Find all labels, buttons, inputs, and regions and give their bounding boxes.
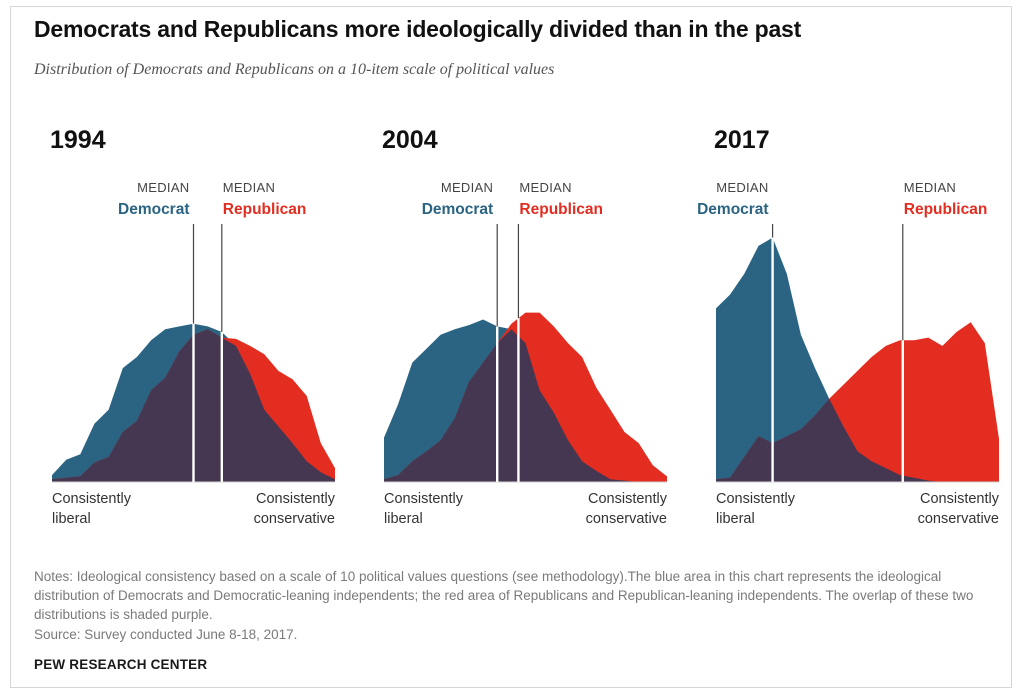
- axis-label-liberal-line1: Consistently: [384, 491, 464, 507]
- republican-label: Republican: [223, 201, 307, 218]
- axis-label-conservative-line1: Consistently: [920, 491, 1000, 507]
- axis-label-conservative-line2: conservative: [254, 511, 335, 527]
- axis-label-liberal-line1: Consistently: [716, 491, 796, 507]
- chart-panel-1994: 1994 MEDIAN Democrat MEDIAN Republican Consis…: [50, 126, 336, 527]
- overlap-area: [384, 329, 667, 482]
- median-label-republican: MEDIAN: [223, 180, 275, 195]
- chart-source: Source: Survey conducted June 8-18, 2017…: [34, 627, 298, 642]
- axis-label-liberal-line1: Consistently: [52, 491, 132, 507]
- axis-label-conservative-line1: Consistently: [588, 491, 668, 507]
- chart-panel-2017: 2017 MEDIAN Democrat MEDIAN Republican Consis…: [697, 126, 1000, 527]
- axis-label-liberal-line2: liberal: [52, 511, 91, 527]
- chart-panel-2004: 2004 MEDIAN Democrat MEDIAN Republican Consis…: [382, 126, 668, 527]
- chart-subtitle: Distribution of Democrats and Republican…: [34, 61, 555, 78]
- axis-label-liberal-line2: liberal: [384, 511, 423, 527]
- median-label-democrat: MEDIAN: [137, 180, 189, 195]
- axis-label-conservative-line2: conservative: [918, 511, 999, 527]
- median-label-republican: MEDIAN: [904, 180, 956, 195]
- axis-label-liberal-line2: liberal: [716, 511, 755, 527]
- overlap-area: [716, 398, 999, 482]
- panel-year-title: 1994: [50, 126, 106, 154]
- median-label-republican: MEDIAN: [519, 180, 571, 195]
- republican-label: Republican: [904, 201, 988, 218]
- democrat-label: Democrat: [118, 201, 190, 218]
- median-label-democrat: MEDIAN: [441, 180, 493, 195]
- republican-label: Republican: [519, 201, 603, 218]
- panel-year-title: 2004: [382, 126, 438, 154]
- axis-label-conservative-line2: conservative: [586, 511, 667, 527]
- democrat-label: Democrat: [422, 201, 494, 218]
- median-label-democrat: MEDIAN: [716, 180, 768, 195]
- democrat-area: [716, 237, 999, 482]
- panel-year-title: 2017: [714, 126, 770, 154]
- chart-title: Democrats and Republicans more ideologic…: [34, 16, 802, 42]
- democrat-label: Democrat: [697, 201, 769, 218]
- chart-notes: Notes: Ideological consistency based on …: [34, 569, 974, 622]
- brand-label: PEW RESEARCH CENTER: [34, 657, 208, 672]
- axis-label-conservative-line1: Consistently: [256, 491, 336, 507]
